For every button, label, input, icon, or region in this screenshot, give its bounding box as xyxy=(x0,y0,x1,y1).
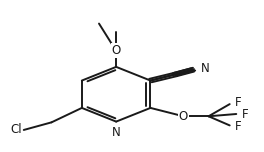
Text: F: F xyxy=(235,120,242,133)
Text: Cl: Cl xyxy=(11,123,22,136)
Text: N: N xyxy=(201,62,209,75)
Text: N: N xyxy=(201,62,209,75)
Text: O: O xyxy=(111,44,121,57)
Text: N: N xyxy=(112,126,121,139)
Text: O: O xyxy=(179,110,188,123)
Text: F: F xyxy=(235,96,242,109)
Text: F: F xyxy=(242,107,248,121)
